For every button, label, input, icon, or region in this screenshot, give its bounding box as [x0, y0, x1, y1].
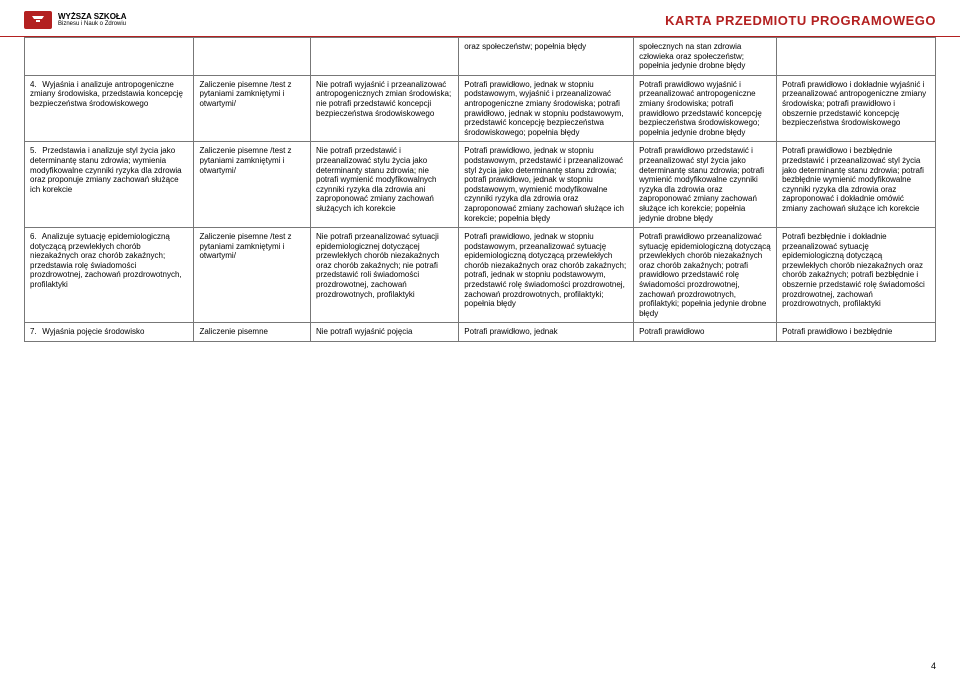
page-header: WYŻSZA SZKOŁA Biznesu i Nauk o Zdrowiu K… — [0, 0, 960, 37]
cell: Potrafi prawidłowo przeanalizować sytuac… — [634, 228, 777, 323]
logo-icon — [24, 11, 52, 29]
cell — [311, 38, 459, 76]
table-row: 7. Wyjaśnia pojęcie środowisko Zaliczeni… — [25, 323, 936, 342]
cell: Nie potrafi przeanalizować sytuacji epid… — [311, 228, 459, 323]
cell: Nie potrafi wyjaśnić i przeanalizować an… — [311, 75, 459, 142]
cell: Potrafi prawidłowo wyjaśnić i przeanaliz… — [634, 75, 777, 142]
cell: Nie potrafi wyjaśnić pojęcia — [311, 323, 459, 342]
cell: Potrafi prawidłowo — [634, 323, 777, 342]
cell: Potrafi prawidłowo i bezbłędnie — [777, 323, 936, 342]
logo-block: WYŻSZA SZKOŁA Biznesu i Nauk o Zdrowiu — [24, 11, 127, 29]
cell: Zaliczenie pisemne /test z pytaniami zam… — [194, 142, 311, 228]
cell — [777, 38, 936, 76]
page-body: oraz społeczeństw; popełnia błędy społec… — [0, 37, 960, 342]
row-number: 6. — [30, 232, 40, 242]
cell: Potrafi bezbłędnie i dokładnie przeanali… — [777, 228, 936, 323]
cell: 6. Analizuje sytuację epidemiologiczną d… — [25, 228, 194, 323]
table-row: oraz społeczeństw; popełnia błędy społec… — [25, 38, 936, 76]
table-row: 5. Przedstawia i analizuje styl życia ja… — [25, 142, 936, 228]
document-title: KARTA PRZEDMIOTU PROGRAMOWEGO — [665, 13, 936, 28]
cell — [25, 38, 194, 76]
school-sub: Biznesu i Nauk o Zdrowiu — [58, 21, 127, 27]
cell: Zaliczenie pisemne /test z pytaniami zam… — [194, 228, 311, 323]
school-top: WYŻSZA SZKOŁA — [58, 12, 127, 21]
cell: oraz społeczeństw; popełnia błędy — [459, 38, 634, 76]
row-number: 7. — [30, 327, 40, 337]
table-row: 4. Wyjaśnia i analizuje antropogeniczne … — [25, 75, 936, 142]
row-desc: Przedstawia i analizuje styl życia jako … — [30, 146, 182, 193]
cell: społecznych na stan zdrowia człowieka or… — [634, 38, 777, 76]
cell: Potrafi prawidłowo i bezbłędnie przedsta… — [777, 142, 936, 228]
cell: Potrafi prawidłowo i dokładnie wyjaśnić … — [777, 75, 936, 142]
cell: 7. Wyjaśnia pojęcie środowisko — [25, 323, 194, 342]
cell: Nie potrafi przedstawić i przeanalizować… — [311, 142, 459, 228]
cell: Potrafi prawidłowo, jednak w stopniu pod… — [459, 75, 634, 142]
cell: Zaliczenie pisemne /test z pytaniami zam… — [194, 75, 311, 142]
row-desc: Wyjaśnia pojęcie środowisko — [42, 327, 144, 336]
criteria-table: oraz społeczeństw; popełnia błędy społec… — [24, 37, 936, 342]
cell: Zaliczenie pisemne — [194, 323, 311, 342]
page-number: 4 — [931, 661, 936, 671]
school-name: WYŻSZA SZKOŁA Biznesu i Nauk o Zdrowiu — [58, 13, 127, 27]
cell: Potrafi prawidłowo przedstawić i przeana… — [634, 142, 777, 228]
row-number: 5. — [30, 146, 40, 156]
cell: Potrafi prawidłowo, jednak w stopniu pod… — [459, 142, 634, 228]
cell: 5. Przedstawia i analizuje styl życia ja… — [25, 142, 194, 228]
table-row: 6. Analizuje sytuację epidemiologiczną d… — [25, 228, 936, 323]
cell — [194, 38, 311, 76]
cell: Potrafi prawidłowo, jednak w stopniu pod… — [459, 228, 634, 323]
row-desc: Analizuje sytuację epidemiologiczną doty… — [30, 232, 182, 289]
cell: 4. Wyjaśnia i analizuje antropogeniczne … — [25, 75, 194, 142]
cell: Potrafi prawidłowo, jednak — [459, 323, 634, 342]
row-desc: Wyjaśnia i analizuje antropogeniczne zmi… — [30, 80, 183, 108]
row-number: 4. — [30, 80, 40, 90]
